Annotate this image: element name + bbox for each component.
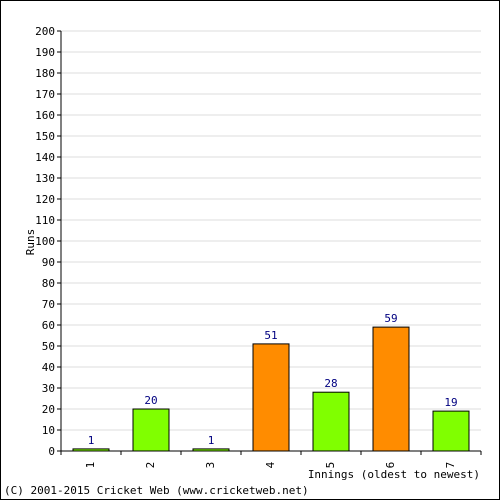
y-tick-label: 100 — [35, 235, 55, 248]
data-label: 59 — [384, 312, 397, 325]
data-label: 1 — [208, 434, 215, 447]
data-labels: 1 20 1 51 28 59 19 — [88, 312, 458, 447]
y-tick-label: 80 — [42, 277, 55, 290]
y-tick-label: 110 — [35, 214, 55, 227]
y-axis-label: Runs — [24, 229, 37, 256]
x-tick-label: 5 — [324, 462, 337, 469]
data-label: 1 — [88, 434, 95, 447]
y-axis-ticks: 0 10 20 30 40 50 60 70 80 90 100 110 120 130 140 150 160… — [35, 25, 61, 458]
y-tick-label: 40 — [42, 361, 55, 374]
y-tick-label: 190 — [35, 46, 55, 59]
x-tick-label: 4 — [264, 461, 277, 468]
y-tick-label: 150 — [35, 130, 55, 143]
bars — [72, 326, 470, 452]
bar-innings-4 — [252, 343, 290, 452]
x-tick-label: 6 — [384, 462, 397, 469]
y-tick-label: 90 — [42, 256, 55, 269]
y-tick-label: 180 — [35, 67, 55, 80]
y-tick-label: 160 — [35, 109, 55, 122]
y-tick-label: 120 — [35, 193, 55, 206]
bar-innings-2 — [132, 408, 170, 452]
bar-innings-7 — [432, 410, 470, 452]
bar-innings-6 — [372, 326, 410, 452]
x-tick-label: 7 — [444, 462, 457, 469]
y-tick-label: 20 — [42, 403, 55, 416]
x-axis-label: Innings (oldest to newest) — [308, 468, 480, 481]
gridlines — [61, 30, 481, 431]
y-tick-label: 50 — [42, 340, 55, 353]
x-axis-ticks: 1 2 3 4 5 6 7 — [60, 451, 482, 469]
x-tick-label: 2 — [144, 462, 157, 469]
data-label: 20 — [144, 394, 157, 407]
y-tick-label: 140 — [35, 151, 55, 164]
data-label: 28 — [324, 377, 337, 390]
data-label: 19 — [444, 396, 457, 409]
data-label: 51 — [264, 329, 277, 342]
copyright-footer: (C) 2001-2015 Cricket Web (www.cricketwe… — [4, 484, 309, 497]
axes — [60, 31, 481, 452]
y-tick-label: 170 — [35, 88, 55, 101]
bar-innings-5 — [312, 391, 350, 452]
y-tick-label: 60 — [42, 319, 55, 332]
x-tick-label: 3 — [204, 462, 217, 469]
y-tick-label: 10 — [42, 424, 55, 437]
y-tick-label: 30 — [42, 382, 55, 395]
y-tick-label: 130 — [35, 172, 55, 185]
y-tick-label: 200 — [35, 25, 55, 38]
x-tick-label: 1 — [84, 462, 97, 469]
y-tick-label: 70 — [42, 298, 55, 311]
y-tick-label: 0 — [48, 445, 55, 458]
